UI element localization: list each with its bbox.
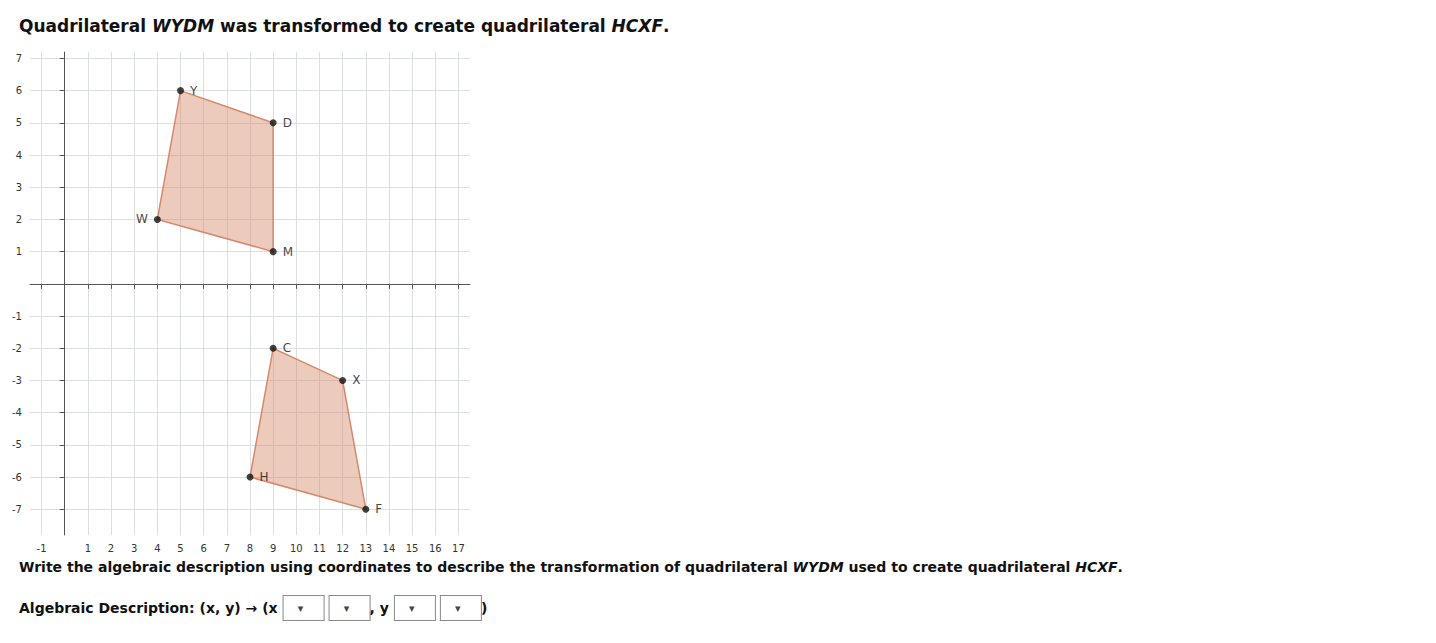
svg-text:X: X — [352, 373, 360, 387]
svg-text:11: 11 — [313, 543, 326, 554]
svg-text:1: 1 — [85, 543, 91, 554]
svg-text:D: D — [283, 116, 292, 130]
svg-text:7: 7 — [16, 53, 22, 64]
svg-text:.: . — [1118, 559, 1123, 575]
svg-text:C: C — [283, 341, 291, 355]
svg-text:F: F — [375, 502, 382, 516]
svg-text:M: M — [283, 245, 293, 259]
svg-text:4: 4 — [154, 543, 160, 554]
svg-text:Write the algebraic descriptio: Write the algebraic description using co… — [19, 559, 793, 575]
svg-text:was transformed to create quad: was transformed to create quadrilateral — [214, 16, 612, 36]
svg-text:-7: -7 — [12, 504, 22, 515]
svg-text:(x, y) → (x: (x, y) → (x — [200, 600, 278, 616]
svg-text:used to create quadrilateral: used to create quadrilateral — [844, 559, 1076, 575]
svg-text:6: 6 — [16, 85, 22, 96]
svg-text:9: 9 — [270, 543, 276, 554]
svg-text:2: 2 — [16, 214, 22, 225]
svg-text:1: 1 — [16, 246, 22, 257]
svg-text:.: . — [663, 16, 669, 36]
svg-text:, y: , y — [370, 600, 389, 616]
svg-text:H: H — [260, 470, 269, 484]
svg-text:3: 3 — [16, 182, 22, 193]
svg-text:13: 13 — [359, 543, 372, 554]
svg-text:Quadrilateral: Quadrilateral — [19, 16, 152, 36]
svg-text:3: 3 — [131, 543, 137, 554]
svg-text:5: 5 — [177, 543, 183, 554]
svg-text:6: 6 — [200, 543, 206, 554]
svg-text:7: 7 — [224, 543, 230, 554]
svg-text:2: 2 — [108, 543, 114, 554]
svg-text:WYDM: WYDM — [793, 559, 844, 575]
svg-text:▾: ▾ — [455, 602, 461, 615]
svg-text:▾: ▾ — [409, 602, 415, 615]
svg-text:Y: Y — [189, 84, 198, 98]
svg-text:-3: -3 — [12, 375, 22, 386]
svg-text:14: 14 — [383, 543, 396, 554]
svg-text:-6: -6 — [12, 472, 22, 483]
svg-text:8: 8 — [247, 543, 253, 554]
svg-text:HCXF: HCXF — [612, 16, 664, 36]
svg-text:▾: ▾ — [344, 602, 350, 615]
svg-text:Algebraic Description:: Algebraic Description: — [19, 600, 200, 616]
svg-text:16: 16 — [429, 543, 442, 554]
svg-text:4: 4 — [16, 150, 22, 161]
svg-text:10: 10 — [290, 543, 303, 554]
svg-text:): ) — [481, 600, 487, 616]
svg-text:17: 17 — [452, 543, 465, 554]
svg-text:-1: -1 — [37, 543, 47, 554]
svg-text:5: 5 — [16, 117, 22, 128]
svg-text:▾: ▾ — [298, 602, 304, 615]
svg-text:-1: -1 — [12, 311, 22, 322]
svg-text:-4: -4 — [12, 407, 22, 418]
svg-text:HCXF: HCXF — [1075, 559, 1118, 575]
svg-text:15: 15 — [406, 543, 419, 554]
svg-text:12: 12 — [336, 543, 349, 554]
svg-text:-2: -2 — [12, 343, 22, 354]
svg-text:WYDM: WYDM — [152, 16, 214, 36]
svg-text:W: W — [136, 212, 148, 226]
svg-text:-5: -5 — [12, 439, 22, 450]
